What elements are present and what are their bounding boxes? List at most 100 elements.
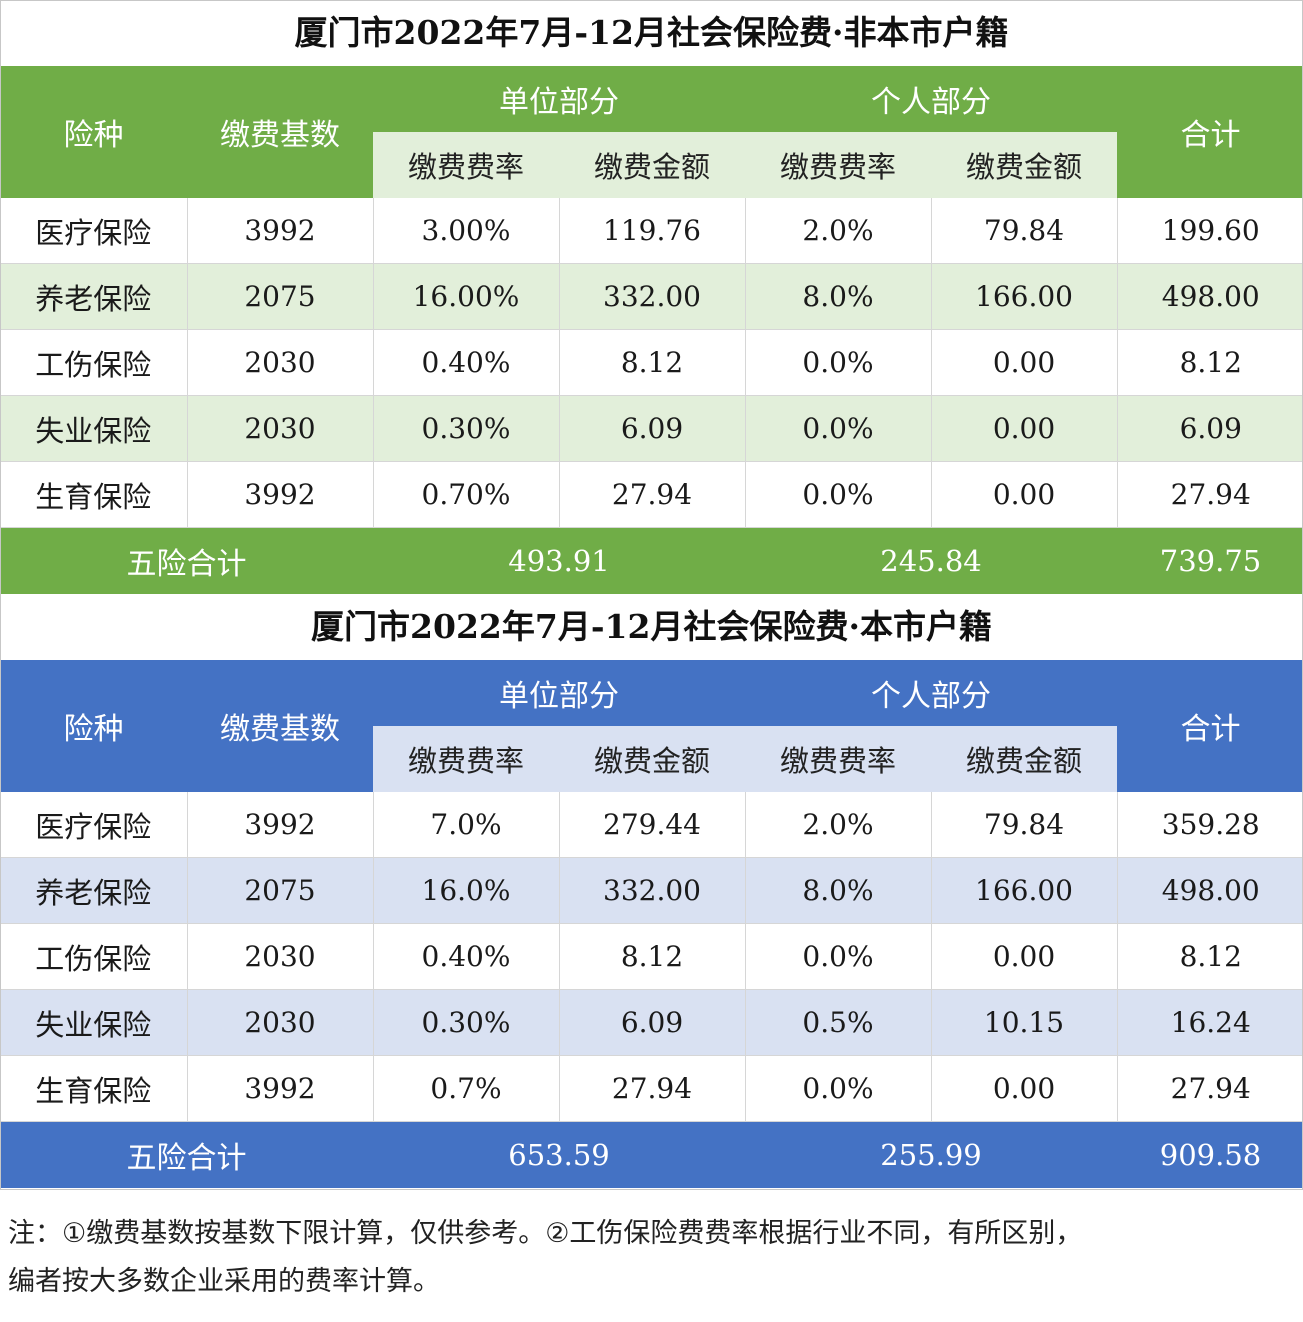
- cell-unit-rate: 16.0%: [373, 857, 560, 924]
- cell-name: 失业保险: [0, 989, 188, 1056]
- cell-total: 8.12: [1117, 329, 1303, 396]
- cell-unit-rate: 0.40%: [373, 923, 560, 990]
- header-type: 险种: [0, 66, 187, 198]
- summary-row: 五险合计 493.91 245.84 739.75: [0, 527, 1303, 594]
- cell-total: 498.00: [1117, 263, 1303, 330]
- cell-personal-rate: 0.0%: [745, 395, 932, 462]
- summary-unit-total: 653.59: [373, 1121, 745, 1188]
- cell-unit-amount: 279.44: [559, 792, 746, 858]
- cell-personal-rate: 2.0%: [745, 792, 932, 858]
- non-local-table: 险种 缴费基数 单位部分 个人部分 合计 缴费费率 缴费金额 缴费费率 缴费金额…: [0, 66, 1303, 594]
- cell-unit-rate: 3.00%: [373, 198, 560, 264]
- cell-personal-amount: 0.00: [931, 1055, 1118, 1122]
- header-personal-amount: 缴费金额: [931, 726, 1117, 792]
- cell-base: 2075: [187, 857, 374, 924]
- cell-personal-rate: 0.0%: [745, 329, 932, 396]
- cell-unit-amount: 8.12: [559, 923, 746, 990]
- cell-unit-amount: 6.09: [559, 989, 746, 1056]
- table-row: 工伤保险 2030 0.40% 8.12 0.0% 0.00 8.12: [0, 923, 1303, 990]
- cell-total: 8.12: [1117, 923, 1303, 990]
- cell-personal-rate: 0.5%: [745, 989, 932, 1056]
- cell-unit-amount: 27.94: [559, 461, 746, 528]
- local-title: 厦门市2022年7月-12月社会保险费·本市户籍: [311, 607, 992, 646]
- header-unit-rate: 缴费费率: [373, 726, 559, 792]
- cell-base: 3992: [187, 198, 374, 264]
- cell-unit-rate: 0.70%: [373, 461, 560, 528]
- cell-unit-rate: 7.0%: [373, 792, 560, 858]
- table-row: 失业保险 2030 0.30% 6.09 0.5% 10.15 16.24: [0, 989, 1303, 1056]
- table-row: 医疗保险 3992 3.00% 119.76 2.0% 79.84 199.60: [0, 198, 1303, 264]
- cell-personal-amount: 0.00: [931, 923, 1118, 990]
- header-type: 险种: [0, 660, 187, 792]
- table-row: 失业保险 2030 0.30% 6.09 0.0% 0.00 6.09: [0, 395, 1303, 462]
- header-total: 合计: [1117, 660, 1303, 792]
- cell-unit-rate: 0.30%: [373, 395, 560, 462]
- cell-base: 2030: [187, 989, 374, 1056]
- header-personal-rate: 缴费费率: [745, 726, 931, 792]
- footnote-line-1: 注：①缴费基数按基数下限计算，仅供参考。②工伤保险费费率根据行业不同，有所区别，: [8, 1218, 1083, 1249]
- header-unit-rate: 缴费费率: [373, 132, 559, 198]
- header-base: 缴费基数: [187, 660, 373, 792]
- cell-personal-rate: 0.0%: [745, 1055, 932, 1122]
- cell-name: 生育保险: [0, 1055, 188, 1122]
- cell-base: 3992: [187, 792, 374, 858]
- cell-personal-amount: 0.00: [931, 329, 1118, 396]
- footnote-line-2: 编者按大多数企业采用的费率计算。: [8, 1266, 440, 1297]
- header-unit-amount: 缴费金额: [559, 132, 745, 198]
- local-table: 险种 缴费基数 单位部分 个人部分 合计 缴费费率 缴费金额 缴费费率 缴费金额…: [0, 660, 1303, 1188]
- summary-label: 五险合计: [0, 527, 373, 594]
- summary-grand-total: 739.75: [1117, 527, 1303, 594]
- cell-name: 医疗保险: [0, 792, 188, 858]
- summary-grand-total: 909.58: [1117, 1121, 1303, 1188]
- cell-name: 失业保险: [0, 395, 188, 462]
- summary-unit-total: 493.91: [373, 527, 745, 594]
- non-local-title: 厦门市2022年7月-12月社会保险费·非本市户籍: [294, 13, 1009, 52]
- cell-unit-rate: 0.30%: [373, 989, 560, 1056]
- cell-unit-amount: 6.09: [559, 395, 746, 462]
- cell-total: 199.60: [1117, 198, 1303, 264]
- cell-total: 6.09: [1117, 395, 1303, 462]
- cell-total: 16.24: [1117, 989, 1303, 1056]
- cell-name: 工伤保险: [0, 923, 188, 990]
- header-base: 缴费基数: [187, 66, 373, 198]
- cell-total: 359.28: [1117, 792, 1303, 858]
- cell-personal-amount: 0.00: [931, 461, 1118, 528]
- cell-base: 3992: [187, 461, 374, 528]
- header-unit: 单位部分: [373, 660, 745, 726]
- cell-total: 27.94: [1117, 461, 1303, 528]
- cell-unit-amount: 332.00: [559, 263, 746, 330]
- cell-name: 生育保险: [0, 461, 188, 528]
- cell-base: 2075: [187, 263, 374, 330]
- cell-unit-amount: 332.00: [559, 857, 746, 924]
- cell-personal-amount: 79.84: [931, 792, 1118, 858]
- summary-label: 五险合计: [0, 1121, 373, 1188]
- header-personal-rate: 缴费费率: [745, 132, 931, 198]
- footnote: 注：①缴费基数按基数下限计算，仅供参考。②工伤保险费费率根据行业不同，有所区别，…: [8, 1210, 1298, 1306]
- cell-personal-amount: 79.84: [931, 198, 1118, 264]
- cell-base: 2030: [187, 329, 374, 396]
- cell-name: 养老保险: [0, 857, 188, 924]
- cell-personal-rate: 8.0%: [745, 857, 932, 924]
- cell-personal-amount: 166.00: [931, 263, 1118, 330]
- cell-unit-amount: 27.94: [559, 1055, 746, 1122]
- summary-row: 五险合计 653.59 255.99 909.58: [0, 1121, 1303, 1188]
- cell-personal-rate: 8.0%: [745, 263, 932, 330]
- cell-name: 工伤保险: [0, 329, 188, 396]
- cell-name: 养老保险: [0, 263, 188, 330]
- non-local-section: 厦门市2022年7月-12月社会保险费·非本市户籍 险种 缴费基数 单位部分 个…: [0, 0, 1303, 594]
- cell-base: 2030: [187, 923, 374, 990]
- table-row: 养老保险 2075 16.00% 332.00 8.0% 166.00 498.…: [0, 263, 1303, 330]
- cell-base: 3992: [187, 1055, 374, 1122]
- cell-total: 27.94: [1117, 1055, 1303, 1122]
- cell-personal-rate: 0.0%: [745, 923, 932, 990]
- header-unit-amount: 缴费金额: [559, 726, 745, 792]
- table-row: 生育保险 3992 0.7% 27.94 0.0% 0.00 27.94: [0, 1055, 1303, 1122]
- table-row: 养老保险 2075 16.0% 332.00 8.0% 166.00 498.0…: [0, 857, 1303, 924]
- cell-personal-amount: 10.15: [931, 989, 1118, 1056]
- summary-personal-total: 245.84: [745, 527, 1117, 594]
- header-total: 合计: [1117, 66, 1303, 198]
- table-row: 医疗保险 3992 7.0% 279.44 2.0% 79.84 359.28: [0, 792, 1303, 858]
- local-section: 厦门市2022年7月-12月社会保险费·本市户籍 险种 缴费基数 单位部分 个人…: [0, 594, 1303, 1188]
- cell-unit-amount: 8.12: [559, 329, 746, 396]
